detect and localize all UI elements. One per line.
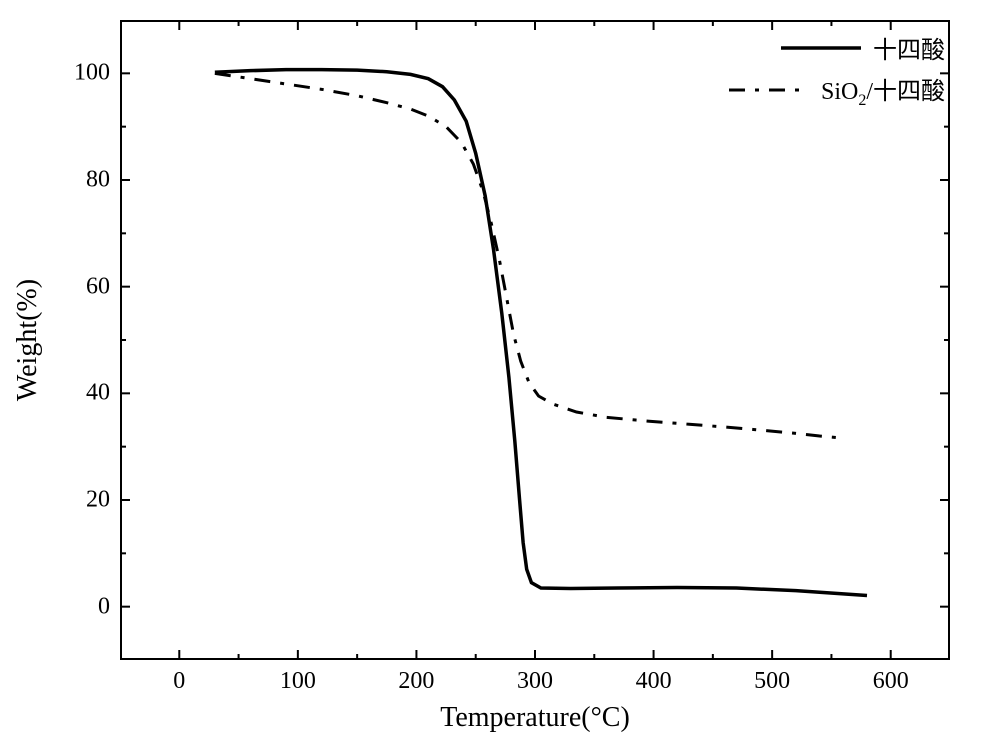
x-tick-label: 300 xyxy=(517,668,553,695)
y-tick-label: 60 xyxy=(50,273,110,300)
series-line-s2 xyxy=(215,73,838,437)
legend-item-s2: SiO2/十四酸 xyxy=(729,71,945,110)
y-tick-label: 80 xyxy=(50,167,110,194)
x-tick-label: 400 xyxy=(636,668,672,695)
chart-svg xyxy=(120,20,950,660)
legend: 十四酸 SiO2/十四酸 xyxy=(729,30,945,116)
x-tick-label: 500 xyxy=(754,668,790,695)
x-tick-label: 0 xyxy=(173,668,185,695)
y-tick-label: 40 xyxy=(50,380,110,407)
legend-item-s1: 十四酸 xyxy=(729,30,945,65)
chart-figure: 0 20 40 60 80 100 0 100 200 300 400 500 600 Weight(… xyxy=(0,0,1000,743)
y-tick-label: 0 xyxy=(50,593,110,620)
series-line-s1 xyxy=(215,70,867,596)
legend-label-s1: 十四酸 xyxy=(873,30,945,65)
x-tick-label: 200 xyxy=(398,668,434,695)
legend-label-s2: SiO2/十四酸 xyxy=(821,71,945,110)
y-tick-label: 100 xyxy=(50,60,110,87)
y-tick-label: 20 xyxy=(50,487,110,514)
x-axis-label: Temperature(°C) xyxy=(440,702,630,734)
y-axis-label: Weight(%) xyxy=(12,279,44,401)
x-tick-label: 600 xyxy=(873,668,909,695)
x-tick-label: 100 xyxy=(280,668,316,695)
